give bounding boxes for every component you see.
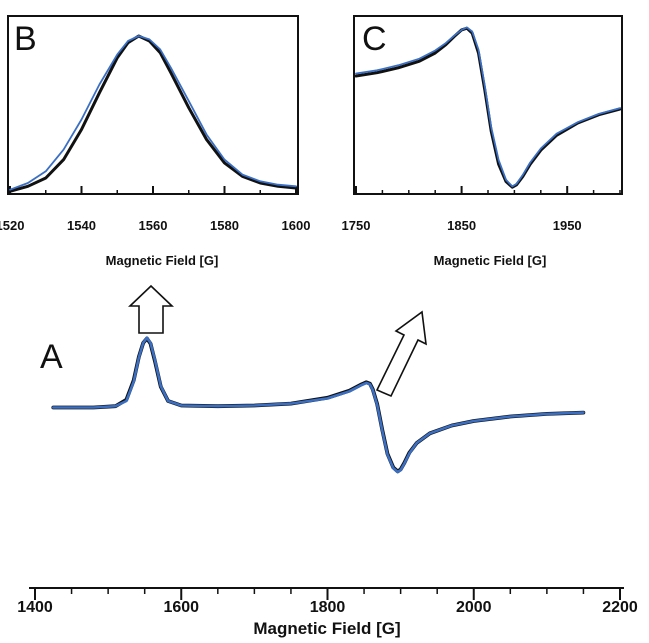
panel-a-letter: A	[40, 338, 63, 376]
panel-b-series-measured	[8, 34, 298, 193]
panel-b-letter: B	[14, 20, 37, 58]
panel-b-tick-label: 1560	[139, 218, 168, 233]
panel-b-x-axis-title: Magnetic Field [G]	[106, 253, 219, 268]
panel-a-x-axis-title: Magnetic Field [G]	[253, 619, 400, 638]
panel-b-tick-labels: 1520 1540 1560 1580 1600	[0, 218, 310, 233]
panel-c-tick-labels: 1750 1850 1950	[342, 218, 582, 233]
panel-c-tick-label: 1950	[553, 218, 582, 233]
panel-b-plot-area	[8, 34, 298, 193]
panel-a-series-measured	[51, 336, 586, 474]
panel-c-plot-area	[354, 26, 622, 189]
panel-a-x-axis	[29, 587, 624, 600]
panel-c-tick-label: 1750	[342, 218, 371, 233]
panel-a: A 1400 1600 1800 2000 2200 Magnetic Field [G…	[17, 336, 638, 638]
panel-c-letter: C	[362, 20, 387, 58]
panel-a-tick-label: 2000	[456, 599, 492, 616]
panel-a-tick-label: 1800	[310, 599, 346, 616]
panel-b-tick-label: 1540	[67, 218, 96, 233]
panel-a-tick-labels: 1400 1600 1800 2000 2200	[17, 599, 638, 616]
panel-c-x-axis	[355, 186, 621, 194]
panel-a-tick-label: 2200	[602, 599, 638, 616]
zoom-arrow-to-c	[375, 310, 427, 398]
panel-b-tick-label: 1580	[210, 218, 239, 233]
panel-b: B 1520 1540 1560 1580 1600 Magnetic Field [G…	[0, 15, 310, 268]
panel-a-tick-label: 1600	[163, 599, 199, 616]
panel-b-tick-label: 1520	[0, 218, 24, 233]
zoom-arrow-to-b	[128, 284, 174, 334]
panel-a-plot-area	[51, 336, 586, 474]
panel-b-tick-label: 1600	[282, 218, 311, 233]
panel-c-series-simulated	[355, 26, 621, 188]
panel-a-series-simulated	[51, 336, 585, 474]
panel-c-tick-label: 1850	[447, 218, 476, 233]
panel-b-series-simulated	[9, 35, 297, 191]
panel-c: C 1750 1850 1950 Magnetic Field [G]	[342, 15, 623, 268]
panel-a-tick-label: 1400	[17, 599, 53, 616]
panel-c-x-axis-title: Magnetic Field [G]	[434, 253, 547, 268]
